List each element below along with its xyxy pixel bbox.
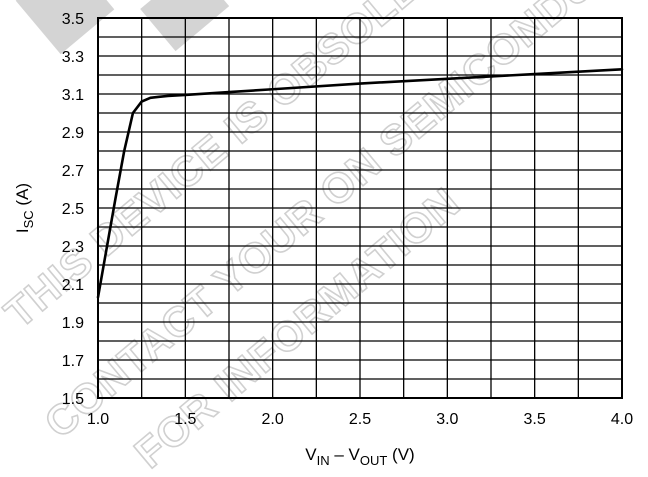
x-axis-title-unit: (V) (387, 445, 414, 464)
x-axis-title: VIN – VOUT (V) (305, 445, 414, 468)
y-tick-label: 1.9 (62, 315, 84, 332)
x-tick-label: 3.0 (436, 411, 458, 428)
y-tick-labels: 1.5 1.7 1.9 2.1 2.3 2.5 2.7 2.9 3.1 3.3 3.5 (62, 11, 84, 408)
x-tick-label: 3.5 (524, 411, 546, 428)
y-axis-title: ISC (A) (13, 183, 36, 233)
watermark-block (15, 0, 115, 55)
y-tick-label: 1.7 (62, 353, 84, 370)
grid (97, 17, 623, 399)
y-tick-label: 2.3 (62, 239, 84, 256)
y-tick-label: 2.7 (62, 163, 84, 180)
y-tick-label: 3.3 (62, 49, 84, 66)
y-tick-label: 2.5 (62, 201, 84, 218)
x-axis-title-base: V (305, 445, 317, 464)
y-tick-label: 3.5 (62, 11, 84, 28)
y-tick-label: 1.5 (62, 391, 84, 408)
y-tick-label: 2.1 (62, 277, 84, 294)
y-axis-title-sub: SC (21, 210, 36, 228)
x-axis-title-mid: – V (330, 445, 361, 464)
plot-frame (97, 17, 623, 399)
x-tick-labels: 1.0 1.5 2.0 2.5 3.0 3.5 4.0 (87, 411, 633, 428)
x-tick-label: 2.5 (349, 411, 371, 428)
watermark-block (140, 0, 230, 52)
x-tick-label: 2.0 (262, 411, 284, 428)
y-axis-title-base: I (13, 228, 32, 233)
y-tick-label: 3.1 (62, 87, 84, 104)
x-tick-label: 1.0 (87, 411, 109, 428)
x-tick-label: 1.5 (174, 411, 196, 428)
series-layer (96, 68, 624, 299)
x-tick-label: 4.0 (611, 411, 633, 428)
series-line (96, 68, 624, 299)
y-axis-title-unit: (A) (13, 183, 32, 210)
x-axis-title-sub2: OUT (360, 453, 388, 468)
x-axis-title-sub1: IN (317, 453, 330, 468)
y-tick-label: 2.9 (62, 125, 84, 142)
